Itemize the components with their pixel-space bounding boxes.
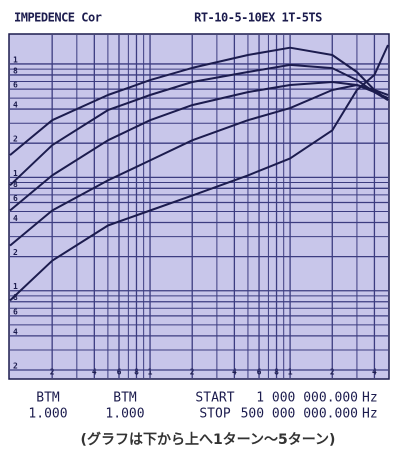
footer-text: STOP	[199, 407, 230, 422]
y-tick-label: 2	[13, 248, 18, 257]
x-tick-label: 8	[274, 368, 279, 377]
x-tick-label: 2	[190, 368, 195, 377]
x-tick-label: 2	[50, 368, 55, 377]
y-tick-label: 2	[13, 361, 18, 370]
footer-text: 500 000 000.000	[241, 407, 358, 422]
footer-text: 1.000	[28, 407, 67, 422]
y-tick-label: 4	[13, 101, 18, 110]
footer-text: Hz	[362, 391, 378, 406]
footer-text: 1.000	[105, 407, 144, 422]
y-tick-label: 4	[13, 327, 18, 336]
series-line	[9, 84, 389, 247]
x-tick-label: 1	[288, 368, 293, 377]
y-tick-label: 1	[13, 169, 18, 178]
footer-text: BTM	[113, 391, 137, 406]
header-left: IMPEDENCE Cor	[14, 11, 102, 25]
y-tick-label: 6	[13, 307, 18, 316]
series-line	[9, 44, 389, 302]
caption: (グラフは下から上へ1ターン～5ターン)	[81, 431, 336, 448]
y-tick-label: 1	[13, 282, 18, 291]
y-tick-label: 6	[13, 81, 18, 90]
x-tick-label: 2	[330, 368, 335, 377]
x-tick-label: 8	[134, 368, 139, 377]
footer-text: START	[195, 391, 234, 406]
y-tick-label: 6	[13, 194, 18, 203]
footer-text: 1 000 000.000	[256, 391, 358, 406]
y-tick-label: 8	[13, 66, 18, 75]
plot-area	[8, 33, 390, 380]
y-tick-label: 8	[13, 293, 18, 302]
x-tick-label: 6	[117, 368, 122, 377]
x-tick-label: 6	[257, 368, 262, 377]
x-tick-label: 4	[232, 368, 237, 377]
footer-text: BTM	[36, 391, 60, 406]
y-tick-label: 1	[13, 55, 18, 64]
y-tick-label: 2	[13, 135, 18, 144]
x-tick-label: 1	[148, 368, 153, 377]
header-center: RT-10-5-10EX 1T-5TS	[194, 11, 322, 25]
x-tick-label: 4	[372, 368, 377, 377]
y-tick-label: 4	[13, 214, 18, 223]
y-tick-label: 8	[13, 180, 18, 189]
x-tick-label: 4	[92, 368, 97, 377]
series-line	[9, 46, 389, 156]
footer-text: Hz	[362, 407, 378, 422]
